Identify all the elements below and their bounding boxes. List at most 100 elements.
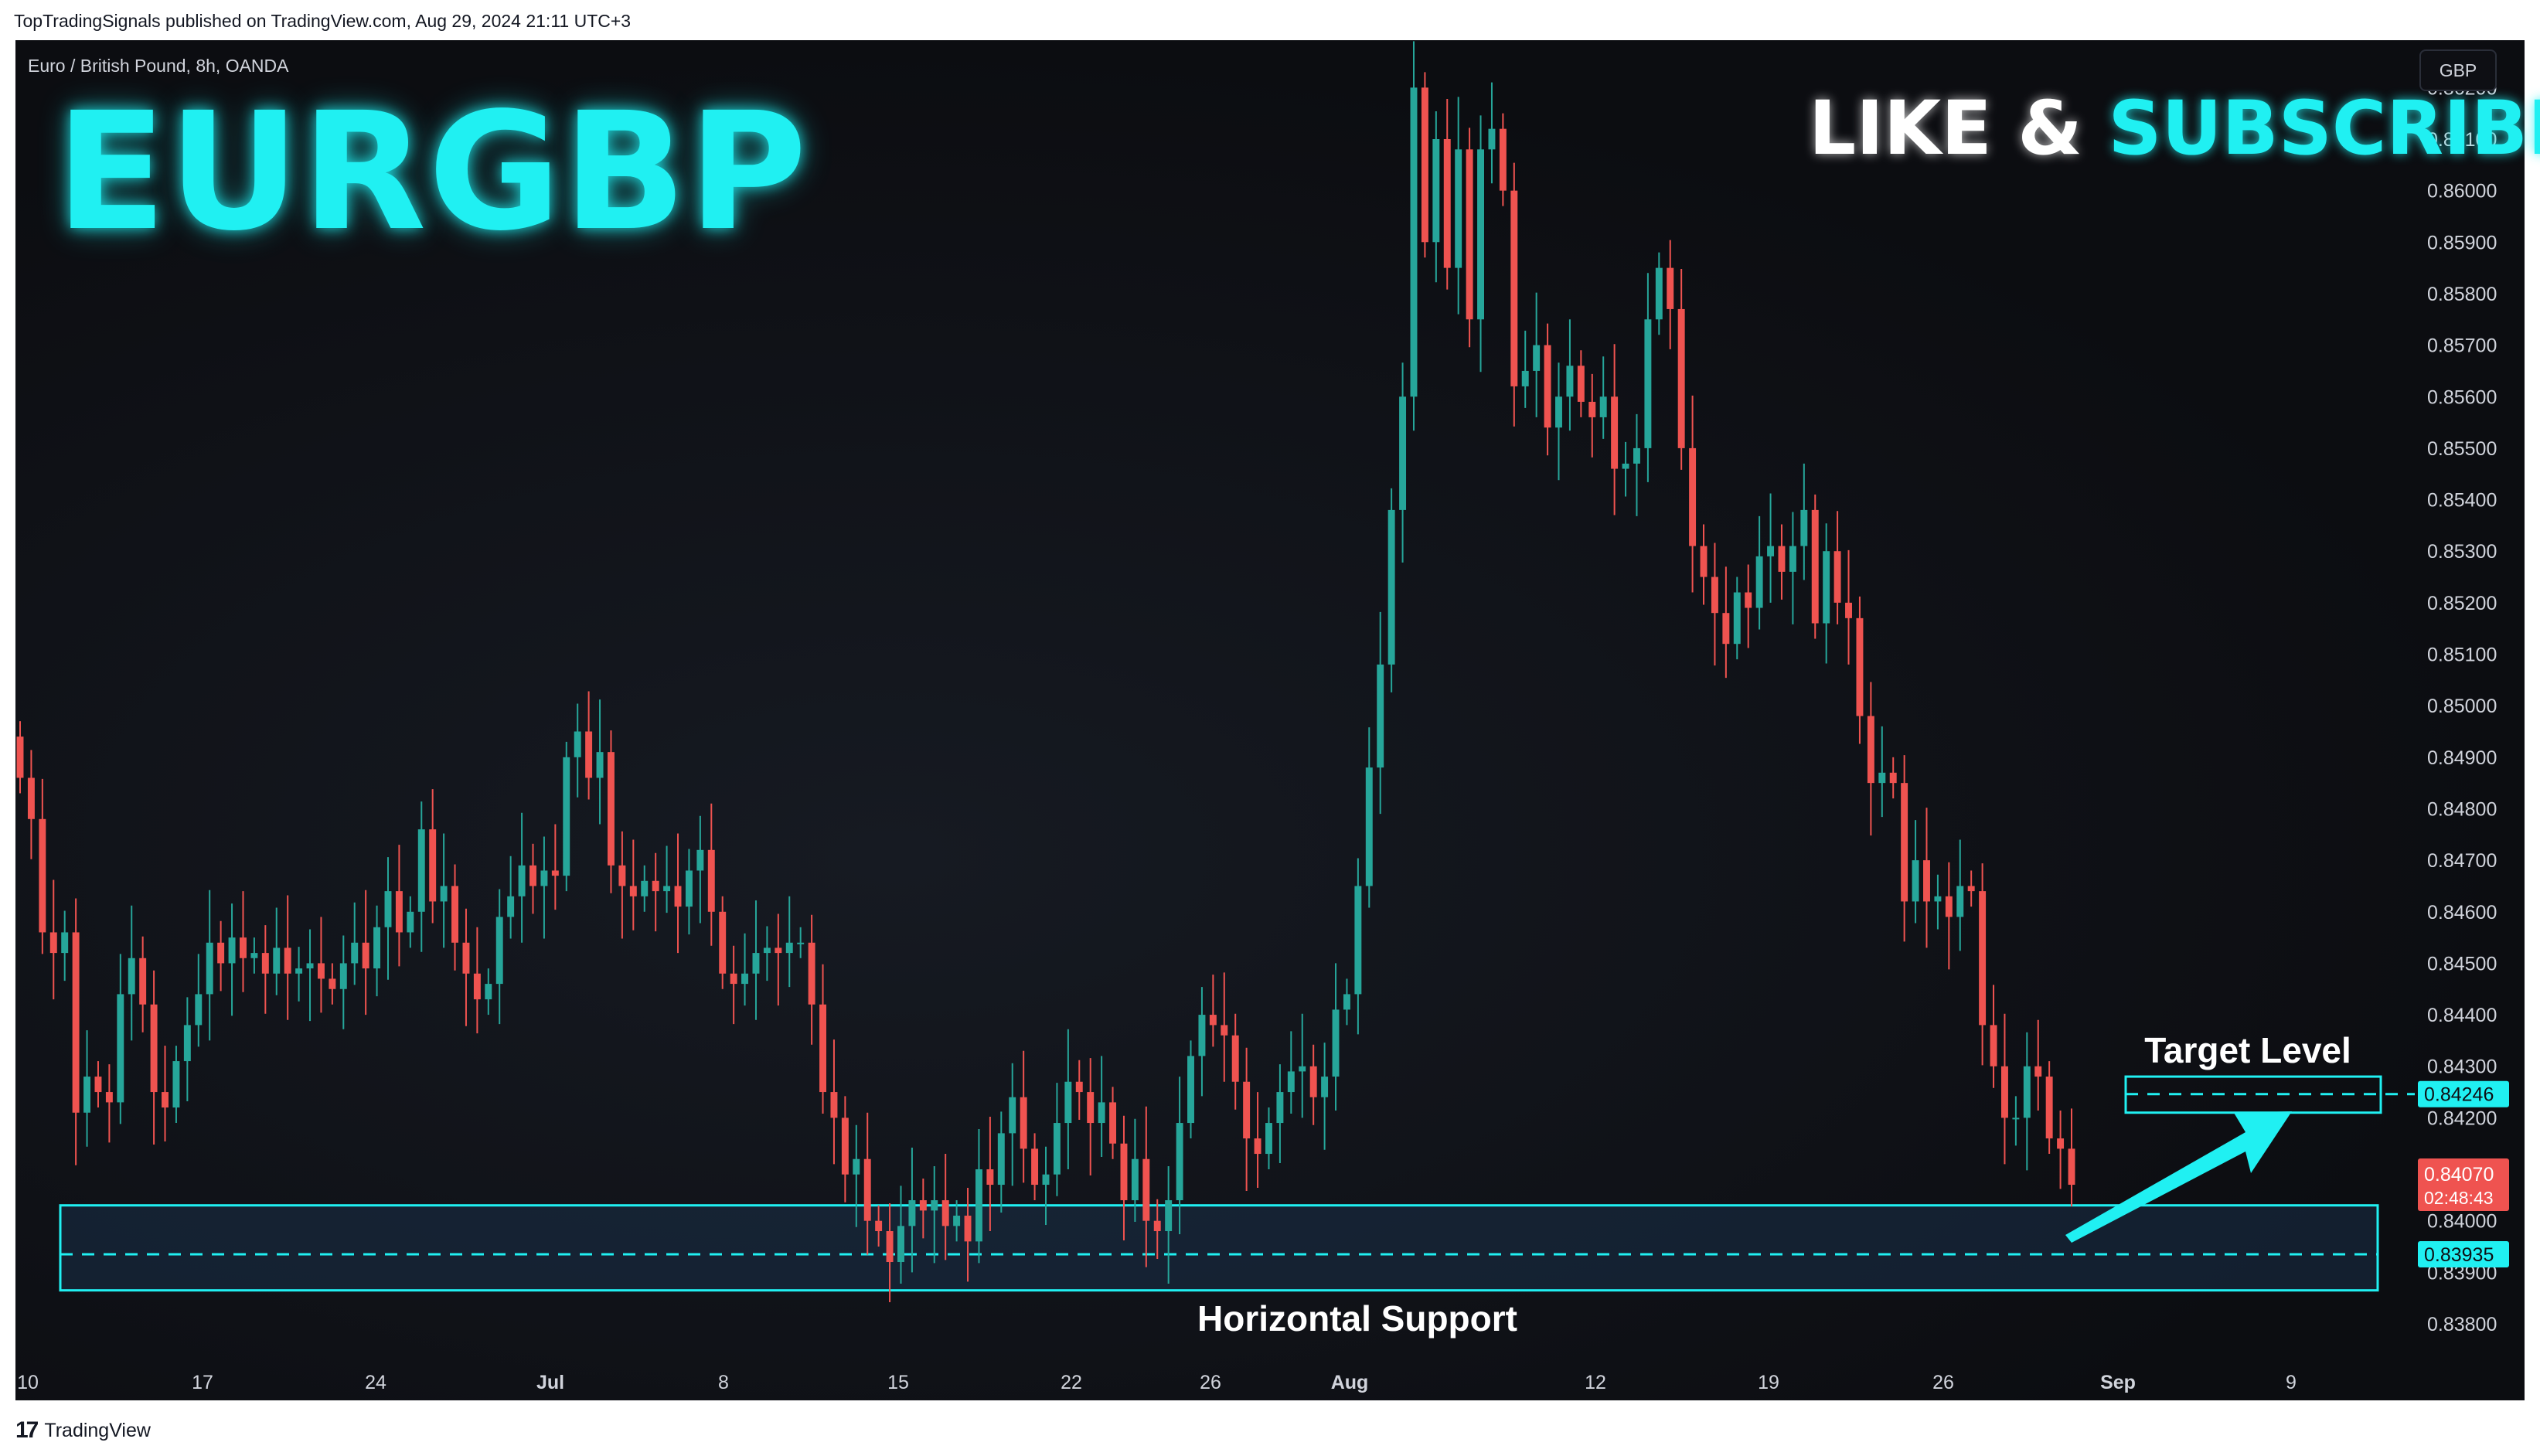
- candle-body: [1889, 772, 1897, 784]
- candle-body: [250, 953, 258, 958]
- candle-body: [1455, 149, 1462, 268]
- candle-body: [94, 1077, 102, 1093]
- candle-body: [183, 1025, 191, 1062]
- x-tick-label: Sep: [2100, 1372, 2136, 1393]
- candle-body: [1845, 602, 1852, 618]
- y-tick-label: 0.84300: [2427, 1056, 2497, 1078]
- candle-body: [462, 942, 470, 974]
- candle-body: [1120, 1143, 1128, 1201]
- candle-body: [1053, 1123, 1061, 1175]
- arrow-icon: [2065, 1111, 2292, 1243]
- candle-body: [1823, 551, 1830, 624]
- candle-body: [1979, 891, 1987, 1026]
- y-tick-label: 0.85000: [2427, 696, 2497, 717]
- candle-body: [1878, 772, 1886, 784]
- candle-body: [1064, 1081, 1072, 1124]
- candle-body: [1700, 546, 1708, 577]
- candle-body: [1243, 1081, 1251, 1139]
- candle-body: [1733, 592, 1741, 645]
- candle-body: [1934, 896, 1942, 902]
- candle-body: [329, 978, 336, 989]
- candle-body: [696, 849, 704, 871]
- x-tick-label: Aug: [1331, 1372, 1369, 1393]
- x-tick-label: 10: [17, 1372, 39, 1393]
- candle-body: [373, 927, 381, 969]
- candle-body: [1432, 138, 1440, 243]
- candle-body: [240, 937, 247, 958]
- candle-body: [1075, 1081, 1083, 1093]
- candle-body: [2000, 1066, 2008, 1118]
- candle-body: [1231, 1035, 1239, 1082]
- candle-body: [1990, 1025, 1997, 1066]
- y-tick-label: 0.85800: [2427, 284, 2497, 305]
- candle-body: [395, 891, 403, 933]
- y-tick-label: 0.84700: [2427, 850, 2497, 872]
- symbol-description[interactable]: Euro / British Pound, 8h, OANDA: [28, 56, 289, 76]
- candle-body: [150, 1004, 158, 1093]
- candle-body: [1622, 463, 1629, 469]
- candle-body: [339, 963, 347, 989]
- candle-body: [172, 1061, 180, 1108]
- y-tick-label: 0.84500: [2427, 953, 2497, 975]
- candle-body: [775, 947, 782, 954]
- candle-body: [1644, 319, 1652, 448]
- candle-body: [228, 937, 236, 964]
- candle-body: [1544, 345, 1551, 428]
- candle-body: [1309, 1066, 1317, 1097]
- candle-body: [1221, 1025, 1228, 1036]
- x-tick-label: Jul: [536, 1372, 564, 1393]
- candle-body: [1667, 267, 1674, 309]
- candle-body: [351, 942, 359, 964]
- candle-body: [317, 963, 325, 979]
- candle-body: [1343, 994, 1350, 1010]
- candle-body: [451, 886, 459, 943]
- candle-body: [128, 958, 135, 995]
- candle-body: [997, 1133, 1005, 1186]
- candle-body: [1956, 886, 1964, 917]
- y-tick-label: 0.85200: [2427, 593, 2497, 614]
- target-price-badge: [2418, 1080, 2509, 1107]
- y-tick-label: 0.85400: [2427, 490, 2497, 512]
- y-tick-label: 0.85100: [2427, 645, 2497, 666]
- candle-body: [1510, 190, 1518, 386]
- candle-body: [485, 984, 492, 1000]
- candle-body: [2034, 1066, 2042, 1077]
- candle-body: [1254, 1138, 1261, 1155]
- candle-body: [384, 891, 392, 927]
- candle-body: [931, 1200, 938, 1211]
- candle-body: [83, 1077, 91, 1113]
- y-tick-label: 0.85300: [2427, 541, 2497, 563]
- y-tick-label: 0.83800: [2427, 1314, 2497, 1335]
- candle-body: [1265, 1123, 1272, 1155]
- candle-body: [429, 829, 437, 902]
- candle-body: [417, 829, 425, 912]
- promo-white-text: LIKE &: [1809, 85, 2082, 172]
- candle-body: [741, 973, 749, 985]
- candle-body: [886, 1231, 894, 1263]
- candle-body: [1689, 447, 1697, 546]
- candle-body: [206, 942, 213, 995]
- candle-body: [540, 870, 548, 886]
- publisher-line: TopTradingSignals published on TradingVi…: [14, 11, 632, 31]
- candle-body: [72, 932, 80, 1113]
- candle-body: [975, 1169, 982, 1242]
- candle-body: [495, 917, 503, 985]
- candle-body: [863, 1158, 871, 1221]
- candle-body: [707, 849, 715, 912]
- candle-body: [1599, 396, 1607, 417]
- candle-body: [261, 953, 269, 974]
- x-tick-label: 26: [1932, 1372, 1954, 1393]
- promo-banner: LIKE & SUBSCRIBE: [1809, 85, 2540, 172]
- candle-body: [27, 777, 35, 819]
- tradingview-logo-icon[interactable]: 17: [15, 1417, 39, 1443]
- candle-body: [273, 947, 281, 974]
- candle-body: [1499, 128, 1507, 191]
- candle-body: [1611, 396, 1619, 469]
- candle-body: [641, 880, 649, 896]
- candle-body: [663, 886, 671, 892]
- currency-button[interactable]: GBP: [2419, 49, 2497, 91]
- candle-body: [1722, 613, 1730, 645]
- footer-brand[interactable]: TradingView: [44, 1419, 151, 1441]
- candle-body: [1856, 617, 1864, 716]
